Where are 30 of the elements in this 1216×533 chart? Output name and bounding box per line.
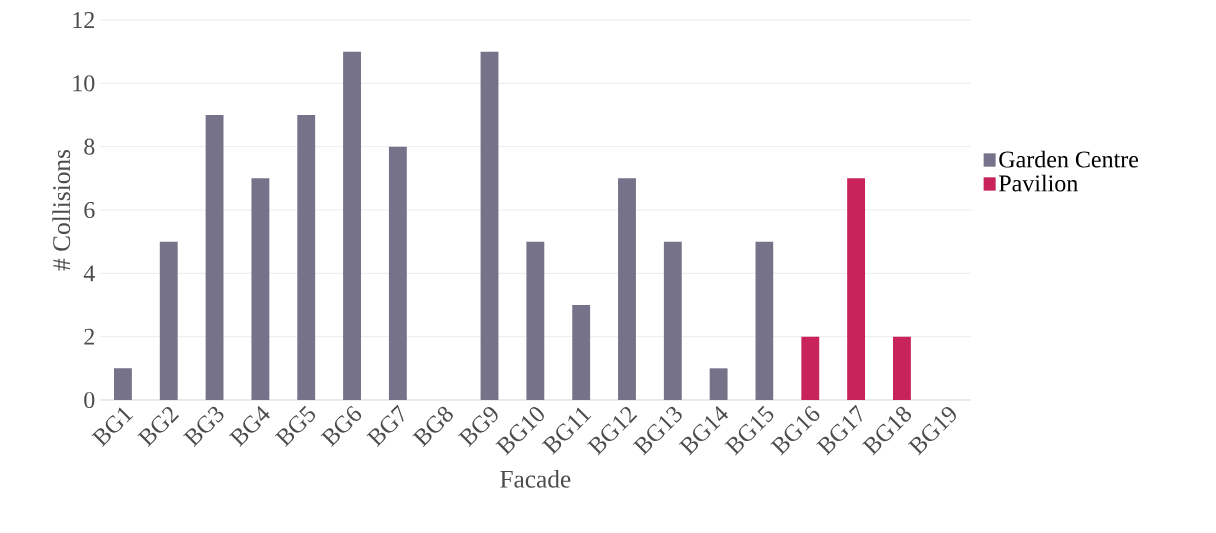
legend-label: Garden Centre — [999, 150, 1139, 168]
y-axis-title: # Collisions — [52, 149, 71, 271]
bar — [755, 241, 774, 400]
bar — [251, 178, 270, 400]
x-tick-label: BG2 — [137, 406, 180, 447]
y-tick-label: 8 — [84, 138, 95, 155]
bar — [297, 114, 316, 400]
legend-label: Pavilion — [998, 174, 1078, 192]
bar — [709, 368, 728, 400]
bar — [801, 336, 820, 400]
x-tick-label: BG1 — [91, 407, 134, 447]
bar — [343, 51, 361, 400]
y-tick-label: 10 — [73, 75, 95, 92]
bar — [847, 178, 866, 400]
bar — [205, 114, 224, 400]
bar — [526, 241, 545, 400]
bar — [618, 178, 636, 400]
y-tick-label: 4 — [83, 265, 95, 282]
y-tick-label: 6 — [84, 201, 95, 218]
y-tick-label: 2 — [84, 328, 94, 345]
x-axis-title: Facade — [500, 469, 571, 488]
y-tick-label: 0 — [84, 391, 95, 408]
bar — [893, 336, 911, 400]
bar — [480, 51, 499, 400]
bar — [388, 146, 407, 400]
y-tick-label: 12 — [73, 11, 94, 28]
bar — [663, 241, 682, 400]
bar — [572, 304, 591, 400]
bar — [159, 241, 178, 400]
bar — [113, 368, 132, 400]
